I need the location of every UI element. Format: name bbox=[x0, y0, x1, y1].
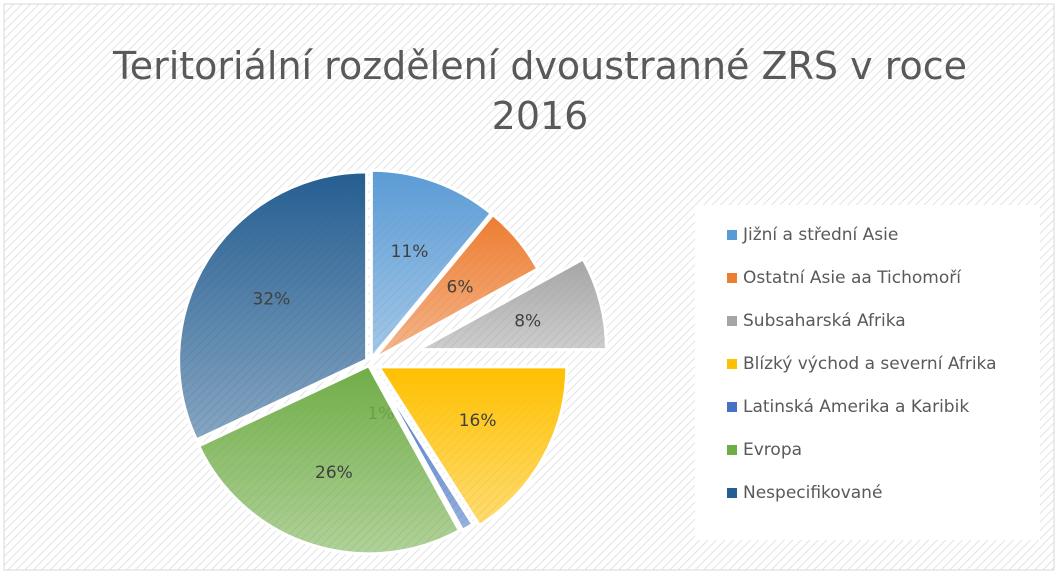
legend-swatch bbox=[727, 359, 737, 369]
data-label: 26% bbox=[315, 463, 353, 483]
legend-swatch bbox=[727, 230, 737, 240]
legend-label: Subsaharská Afrika bbox=[743, 311, 906, 331]
pie-slice bbox=[370, 364, 475, 533]
legend-swatch bbox=[727, 402, 737, 412]
pie-slice bbox=[371, 212, 540, 361]
data-label: 32% bbox=[252, 289, 290, 309]
legend-label: Blízký východ a severní Afrika bbox=[743, 354, 997, 374]
data-label: 16% bbox=[459, 411, 497, 431]
pie-slice bbox=[417, 256, 608, 352]
legend-label: Ostatní Asie aa Tichomoří bbox=[743, 268, 962, 288]
legend-swatch bbox=[727, 273, 737, 283]
pie-slice bbox=[376, 365, 569, 528]
data-label: 6% bbox=[447, 278, 474, 298]
legend-swatch bbox=[727, 488, 737, 498]
pie-slice bbox=[177, 170, 369, 442]
legend-label: Nespecifikované bbox=[743, 483, 882, 503]
legend-swatch bbox=[727, 445, 737, 455]
data-label: 11% bbox=[391, 242, 429, 262]
legend-swatch bbox=[727, 316, 737, 326]
chart-title: Teritoriální rozdělení dvoustranné ZRS v… bbox=[112, 44, 967, 138]
pie-slice bbox=[196, 363, 462, 556]
data-label: 8% bbox=[514, 312, 541, 332]
pie-slice bbox=[369, 168, 494, 363]
legend-label: Latinská Amerika a Karibik bbox=[743, 397, 969, 417]
legend-box bbox=[695, 205, 1040, 540]
legend-label: Jižní a střední Asie bbox=[742, 225, 898, 245]
legend-label: Evropa bbox=[743, 440, 802, 460]
